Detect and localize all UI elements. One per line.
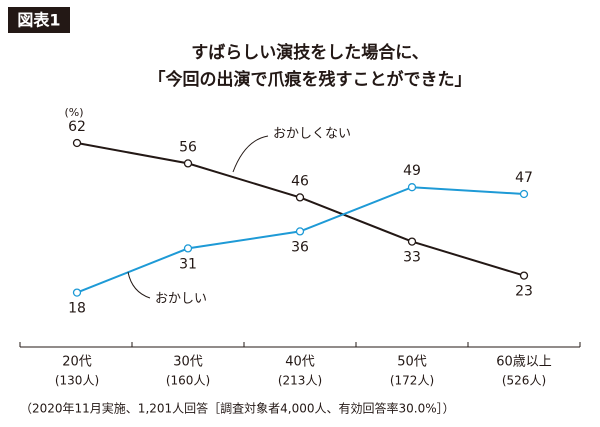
x-tick-label: 60歳以上: [496, 355, 552, 370]
x-tick-sublabel: (160人): [166, 374, 210, 388]
series-line: [76, 142, 525, 277]
series-annotation: おかしくない: [273, 127, 351, 142]
value-label: 46: [291, 173, 309, 189]
point: [519, 189, 529, 199]
value-label: 23: [515, 284, 533, 300]
x-tick-label: 50代: [397, 355, 427, 370]
point: [295, 193, 305, 202]
value-label: 33: [403, 250, 421, 266]
value-label: 31: [179, 256, 197, 272]
x-tick-sublabel: (130人): [55, 374, 99, 388]
x-tick-sublabel: (526人): [502, 374, 546, 388]
point: [183, 159, 193, 168]
x-tick-label: 20代: [62, 355, 92, 370]
chart-title: 「今回の出演で爪痕を残すことができた」: [149, 69, 472, 90]
x-tick-sublabel: (172人): [390, 374, 434, 388]
x-tick-label: 30代: [173, 355, 203, 370]
point: [407, 183, 417, 192]
series-annotation: おかしい: [155, 292, 207, 307]
point: [183, 244, 193, 253]
point: [72, 138, 82, 148]
value-label: 47: [515, 170, 533, 186]
value-label: 56: [179, 139, 197, 155]
footnote: （2020年11月実施、1,201人回答［調査対象者4,000人、有効回答率30…: [20, 401, 455, 416]
x-tick-sublabel: (213人): [278, 374, 322, 388]
value-label: 36: [291, 239, 309, 255]
x-tick-label: 40代: [285, 355, 315, 370]
badge-box: [8, 7, 70, 33]
point: [407, 237, 417, 246]
point: [519, 271, 529, 280]
chart-title: すばらしい演技をした場合に、: [191, 42, 429, 63]
badge: 図表1: [17, 11, 60, 30]
leader-line: [127, 271, 151, 299]
point: [72, 288, 82, 297]
leader-line: [232, 135, 269, 173]
unit-label: (%): [64, 106, 83, 119]
value-label: 18: [68, 301, 86, 317]
value-label: 49: [403, 163, 421, 179]
value-label: 62: [68, 119, 86, 135]
point: [295, 227, 305, 236]
